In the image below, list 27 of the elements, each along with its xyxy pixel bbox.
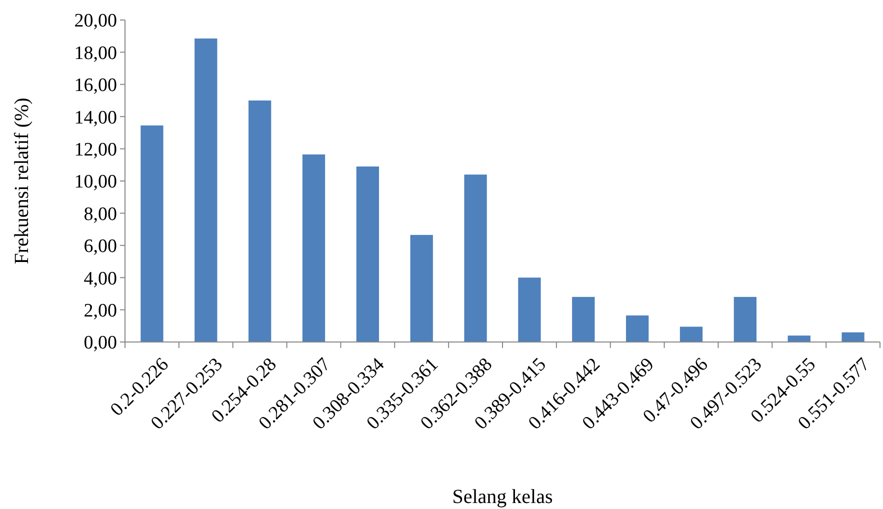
y-tick-label: 10,00 bbox=[74, 172, 117, 193]
bar bbox=[572, 296, 595, 342]
y-tick-label: 18,00 bbox=[74, 42, 117, 64]
bar bbox=[302, 154, 326, 342]
y-tick-label: 16,00 bbox=[74, 75, 117, 96]
bar bbox=[626, 315, 649, 342]
y-tick-label: 12,00 bbox=[74, 139, 117, 160]
bar bbox=[410, 234, 433, 342]
y-tick-label: 2,00 bbox=[84, 300, 117, 322]
y-tick-label: 6,00 bbox=[84, 236, 117, 258]
bar bbox=[464, 174, 487, 342]
y-tick-label: 20,00 bbox=[74, 10, 117, 32]
y-tick-label: 8,00 bbox=[84, 204, 117, 225]
bar bbox=[356, 166, 380, 342]
bar bbox=[734, 296, 757, 342]
y-tick-label: 4,00 bbox=[84, 268, 117, 290]
x-axis-title: Selang kelas bbox=[452, 486, 553, 508]
bar bbox=[248, 100, 272, 342]
bar bbox=[194, 38, 218, 342]
bar bbox=[842, 332, 864, 342]
bar bbox=[788, 336, 810, 342]
y-axis-title: Frekuensi relatif (%) bbox=[11, 98, 33, 264]
bar bbox=[518, 278, 541, 342]
bar bbox=[680, 326, 703, 342]
bar bbox=[140, 125, 164, 342]
y-tick-label: 0,00 bbox=[84, 332, 117, 354]
y-tick-label: 14,00 bbox=[74, 107, 117, 128]
